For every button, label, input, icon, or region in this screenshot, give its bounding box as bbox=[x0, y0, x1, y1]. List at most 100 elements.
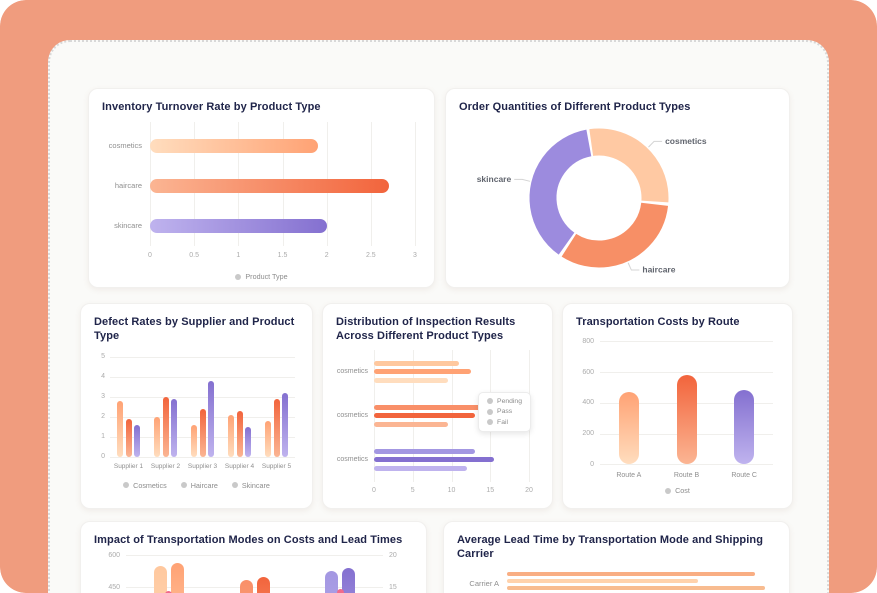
chart-title: Inventory Turnover Rate by Product Type bbox=[102, 101, 321, 113]
bar-Supplier 2-Skincare[interactable] bbox=[171, 398, 177, 457]
legend-dot-icon bbox=[123, 482, 130, 489]
card-order-quantities: Order Quantities of Different Product Ty… bbox=[445, 88, 790, 288]
bar-cosmetics-Pending[interactable] bbox=[374, 360, 460, 366]
lead-time-marker[interactable] bbox=[336, 588, 344, 593]
legend-item[interactable]: Pending bbox=[487, 398, 522, 405]
gridline bbox=[600, 341, 773, 343]
chart-title: Impact of Transportation Modes on Costs … bbox=[94, 534, 403, 546]
legend-item[interactable]: Fail bbox=[487, 419, 522, 426]
lead-time-bar[interactable] bbox=[507, 578, 698, 584]
bar-Supplier 2-Cosmetics[interactable] bbox=[154, 416, 160, 457]
x-axis-category: Supplier 3 bbox=[187, 462, 218, 470]
x-axis-tick: 5 bbox=[410, 486, 415, 494]
bar-cosmetics-Fail[interactable] bbox=[374, 421, 448, 427]
bar-Supplier 5-Skincare[interactable] bbox=[282, 392, 288, 457]
bar-haircare[interactable] bbox=[150, 179, 389, 194]
y-axis-category: cosmetics bbox=[108, 141, 142, 151]
transportation-costs-chart: 800 600 400 200 0 Route A Route B Route C Cost bbox=[576, 333, 779, 495]
bar-skincare[interactable] bbox=[150, 219, 327, 234]
x-axis-tick: 3 bbox=[413, 252, 417, 260]
legend-label: Cost bbox=[675, 486, 690, 496]
card-transportation-costs: Transportation Costs by Route 800 600 400 2… bbox=[562, 303, 793, 509]
gridline bbox=[110, 456, 295, 458]
x-axis-tick: 1.5 bbox=[277, 252, 288, 260]
bar-Route B[interactable] bbox=[676, 375, 697, 465]
bar-cosmetics-Pass[interactable] bbox=[374, 369, 471, 375]
lead-time-bar[interactable] bbox=[507, 571, 755, 577]
legend-item[interactable]: Cosmetics bbox=[123, 481, 167, 490]
inspection-results-chart: 0 5 10 15 20 cosmetics cosmetics cosmetics Pendi… bbox=[336, 348, 539, 498]
y-axis-tick-right: 15 bbox=[389, 583, 397, 591]
legend-label: Skincare bbox=[241, 480, 270, 490]
bar-Supplier 2-Haircare[interactable] bbox=[162, 396, 169, 457]
bar-cosmetics-Pass[interactable] bbox=[374, 457, 495, 463]
legend-item[interactable]: Pass bbox=[487, 408, 522, 415]
bar-cosmetics-Pending[interactable] bbox=[374, 404, 506, 410]
legend-item[interactable]: Haircare bbox=[180, 480, 218, 490]
bar-Supplier 4-Skincare[interactable] bbox=[245, 426, 251, 457]
bar-Route A[interactable] bbox=[618, 392, 639, 465]
legend-item[interactable]: Product Type bbox=[235, 272, 288, 281]
chart-title: Average Lead Time by Transportation Mode… bbox=[457, 534, 764, 561]
y-axis-tick: 600 bbox=[582, 368, 594, 376]
gridline bbox=[415, 122, 416, 247]
bar-Supplier 3-Haircare[interactable] bbox=[199, 408, 206, 457]
x-axis-category: Supplier 2 bbox=[150, 462, 181, 470]
y-axis-category: cosmetics bbox=[336, 367, 368, 375]
cost-bar[interactable] bbox=[325, 571, 339, 593]
bar-Supplier 3-Cosmetics[interactable] bbox=[191, 424, 197, 457]
chart-title: Defect Rates by Supplier and Product Typ… bbox=[94, 316, 295, 343]
x-axis-category: Supplier 5 bbox=[261, 462, 292, 470]
chart-legend: Product Type bbox=[102, 272, 421, 281]
cost-bar[interactable] bbox=[256, 577, 270, 593]
card-inventory-turnover: Inventory Turnover Rate by Product Type … bbox=[88, 88, 435, 288]
bar-Supplier 1-Haircare[interactable] bbox=[125, 418, 132, 457]
dashboard-panel: Inventory Turnover Rate by Product Type … bbox=[48, 40, 829, 593]
card-lead-time: Average Lead Time by Transportation Mode… bbox=[443, 521, 790, 593]
bar-Supplier 1-Skincare[interactable] bbox=[134, 424, 140, 457]
bar-cosmetics-Fail[interactable] bbox=[374, 377, 448, 383]
donut-slice-haircare[interactable] bbox=[529, 128, 669, 268]
card-inspection-results: Distribution of Inspection Results Acros… bbox=[322, 303, 553, 509]
x-axis-tick: 0 bbox=[148, 252, 152, 260]
bar-Supplier 4-Cosmetics[interactable] bbox=[228, 414, 234, 457]
cost-bar[interactable] bbox=[342, 568, 356, 593]
lead-time-bar[interactable] bbox=[507, 585, 766, 591]
bar-Supplier 5-Haircare[interactable] bbox=[273, 398, 280, 457]
bar-Supplier 1-Cosmetics[interactable] bbox=[117, 400, 123, 457]
bar-Supplier 4-Haircare[interactable] bbox=[236, 410, 243, 457]
cost-bar[interactable] bbox=[239, 580, 253, 593]
y-axis-category: cosmetics bbox=[336, 455, 368, 463]
bar-cosmetics[interactable] bbox=[150, 139, 318, 154]
label-line bbox=[648, 141, 663, 148]
lead-time-marker[interactable] bbox=[165, 590, 173, 593]
donut-slice-skincare[interactable] bbox=[529, 128, 669, 268]
inventory-turnover-chart: 0 0.5 1 1.5 2 2.5 3 cosmetics haircare skincare Pr… bbox=[102, 118, 421, 281]
bar-cosmetics-Pass[interactable] bbox=[374, 413, 475, 419]
gridline bbox=[126, 587, 383, 589]
legend-item[interactable]: Skincare bbox=[231, 480, 270, 490]
bar-cosmetics-Fail[interactable] bbox=[374, 465, 467, 471]
bar-Supplier 3-Skincare[interactable] bbox=[208, 380, 214, 457]
cost-bar[interactable] bbox=[170, 563, 184, 593]
legend-label: Haircare bbox=[190, 480, 218, 490]
y-axis-tick: 3 bbox=[101, 393, 105, 401]
x-axis-tick: 2.5 bbox=[365, 252, 376, 260]
y-axis-category: haircare bbox=[114, 181, 142, 191]
label-line bbox=[514, 179, 531, 183]
y-axis-tick-left: 450 bbox=[108, 583, 120, 591]
bar-Supplier 5-Cosmetics[interactable] bbox=[265, 420, 271, 457]
bar-cosmetics-Pending[interactable] bbox=[374, 448, 475, 454]
card-defect-rates: Defect Rates by Supplier and Product Typ… bbox=[80, 303, 313, 509]
gridline bbox=[126, 555, 383, 557]
slice-label: haircare bbox=[642, 265, 675, 275]
x-axis-category: Route C bbox=[731, 472, 757, 480]
y-axis-category: cosmetics bbox=[336, 411, 368, 419]
bar-Route C[interactable] bbox=[734, 390, 755, 465]
donut-chart: cosmetics haircare skincare bbox=[477, 128, 707, 275]
x-axis-tick: 0 bbox=[372, 486, 376, 494]
legend-label: Fail bbox=[497, 418, 508, 426]
cost-bar[interactable] bbox=[153, 566, 167, 593]
legend-item[interactable]: Cost bbox=[665, 486, 690, 495]
